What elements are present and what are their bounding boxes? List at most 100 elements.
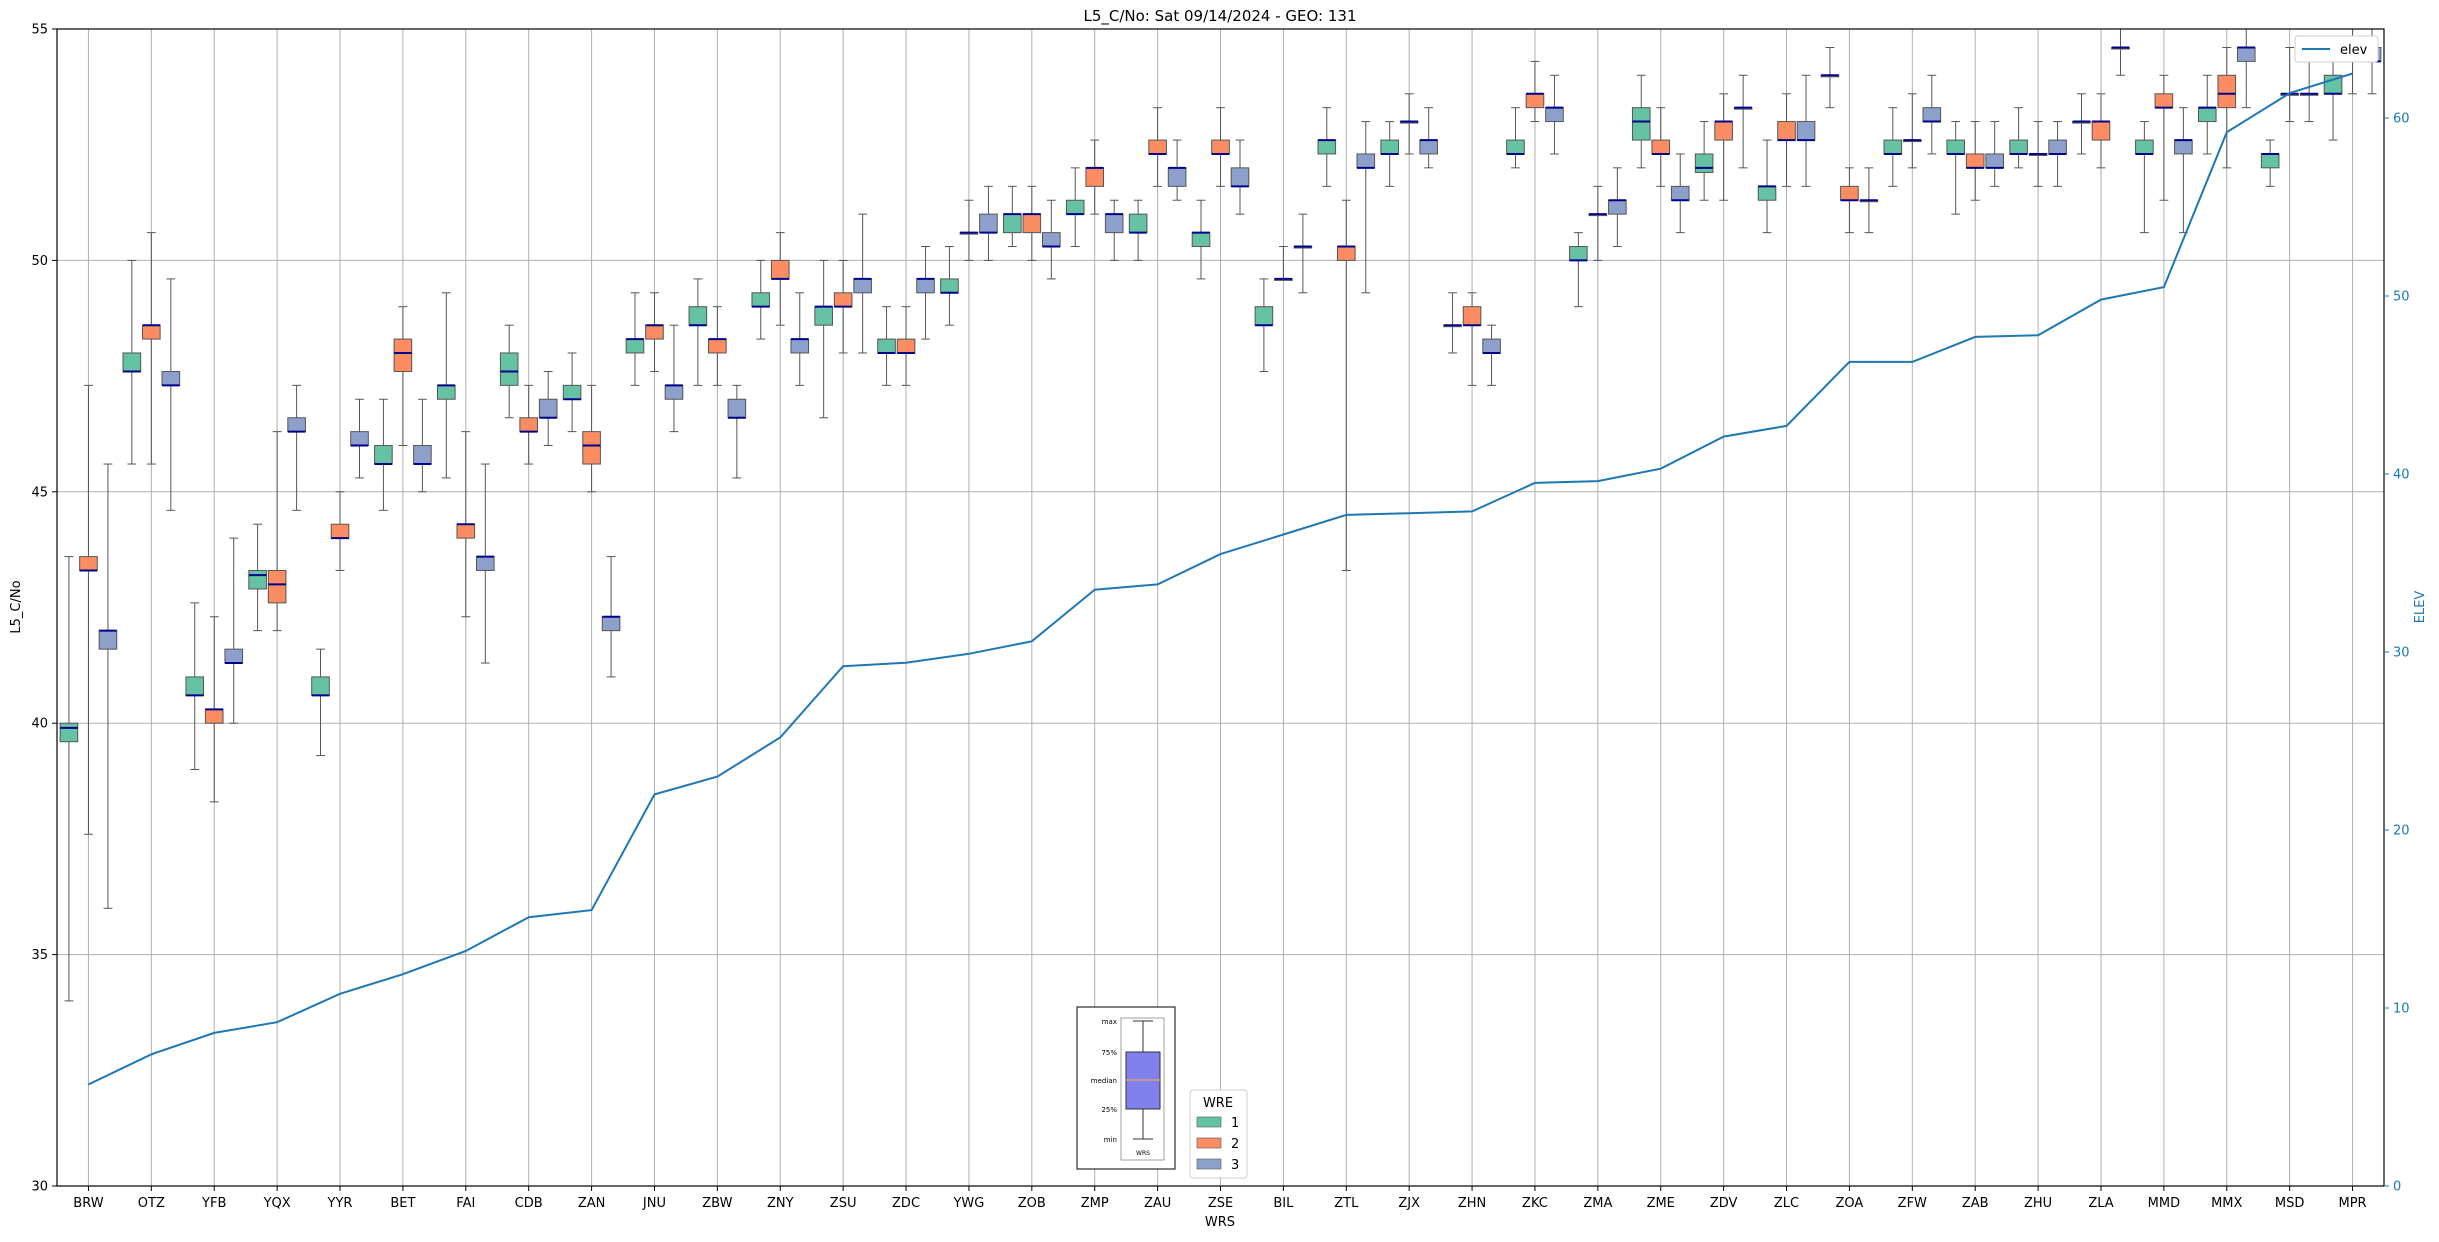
wre-legend-swatch-3 [1196,1158,1222,1170]
box-body [1506,139,1525,155]
box-body [1525,93,1545,109]
box-body [1883,139,1903,155]
y-tick-label: 55 [31,23,48,38]
x-tick-label: ZBW [702,1196,732,1211]
box-body [1482,338,1501,354]
box-body [877,338,896,354]
box-body [1336,246,1356,261]
box-body [1796,121,1816,141]
wre-legend-title: WRE [1203,1096,1233,1111]
box-body [1211,139,1230,155]
x-tick-label: ZOA [1836,1196,1864,1211]
box-body [330,523,350,539]
box-body [1985,153,2005,169]
x-tick-label: ZSU [830,1196,857,1211]
box-body [436,384,456,400]
wre-legend-label-1: 1 [1231,1116,1239,1131]
x-tick-label: MMD [2148,1196,2180,1211]
box-body [1419,139,1438,155]
box-body [185,676,205,696]
box-body [1003,213,1022,234]
box-body [1254,306,1274,326]
box-body [940,278,959,294]
box-body [287,417,306,433]
box-body [1545,107,1564,123]
box-body [456,523,476,539]
box-body [916,278,935,294]
x-tick-label: MSD [2275,1196,2304,1211]
y-tick-label: 35 [31,948,48,963]
x-tick-label: ZAN [578,1196,606,1211]
box-body [2135,139,2154,155]
y2-tick-label: 0 [2393,1180,2401,1195]
inset-label-median: median [1091,1077,1117,1085]
x-tick-label: ZSE [1208,1196,1233,1211]
elev-legend: elev [2294,35,2379,63]
box-body [413,445,432,465]
wre-legend-swatch-1 [1196,1116,1222,1128]
box-body [1694,153,1714,173]
box-body [1946,139,1966,155]
x-tick-label: MMX [2211,1196,2242,1211]
x-tick-label: ZAU [1144,1196,1171,1211]
chart-title: L5_C/No: Sat 09/14/2024 - GEO: 131 [1083,7,1356,26]
box-body [1757,185,1777,201]
box-body [582,431,601,465]
x-tick-label: JNU [642,1196,666,1211]
x-tick-label: ZDC [892,1196,920,1211]
wre-legend-swatch-2 [1196,1137,1222,1149]
box-body [59,722,79,743]
box-body [2260,153,2280,169]
x-tick-label: ZLA [2088,1196,2113,1211]
y-tick-label: 45 [31,485,48,500]
box-body [1317,139,1337,155]
inset-label-q3: 75% [1101,1049,1117,1057]
inset-label-q1: 25% [1101,1106,1117,1114]
box-body [1714,121,1733,141]
box-body [1085,167,1105,187]
y2-tick-label: 30 [2393,646,2410,661]
box-body [1651,139,1671,155]
box-body [896,338,916,354]
x-tick-label: ZMP [1081,1196,1109,1211]
box-body [224,648,244,664]
y2-tick-label: 50 [2393,290,2410,305]
box-body [538,398,558,419]
box-body [142,324,161,340]
x-tick-label: ZDV [1710,1196,1738,1211]
x-tick-label: ZHN [1458,1196,1486,1211]
inset-box-legend: max 75% median 25% min WRS [1076,1006,1176,1170]
x-tick-label: YFB [201,1196,226,1211]
x-tick-label: ZAB [1962,1196,1989,1211]
box-body [475,556,495,571]
box-body [601,616,621,632]
box-body [1608,199,1627,215]
y2-axis-label: ELEV [2413,591,2428,624]
x-tick-label: BRW [73,1196,103,1211]
box-body [1104,213,1124,234]
box-body [790,338,810,354]
x-tick-label: ZJX [1398,1196,1420,1211]
box-body [1065,199,1085,215]
x-axis-label: WRS [1205,1215,1235,1230]
wre-legend-label-2: 2 [1231,1137,1239,1152]
box-body [1148,139,1167,155]
box-body [1042,232,1061,248]
x-tick-label: OTZ [138,1196,165,1211]
box-body [2197,107,2217,123]
x-tick-label: ZHU [2024,1196,2052,1211]
box-body [625,338,645,354]
box-body [204,708,224,724]
box-body [1462,306,1482,326]
box-body [1191,232,1211,248]
box-body [688,306,708,326]
box-body [1167,167,1187,187]
x-tick-label: YQX [263,1196,291,1211]
box-body [122,352,142,372]
box-body [393,338,413,372]
y-tick-label: 50 [31,254,48,269]
box-body [499,352,519,386]
box-body [1230,167,1250,187]
